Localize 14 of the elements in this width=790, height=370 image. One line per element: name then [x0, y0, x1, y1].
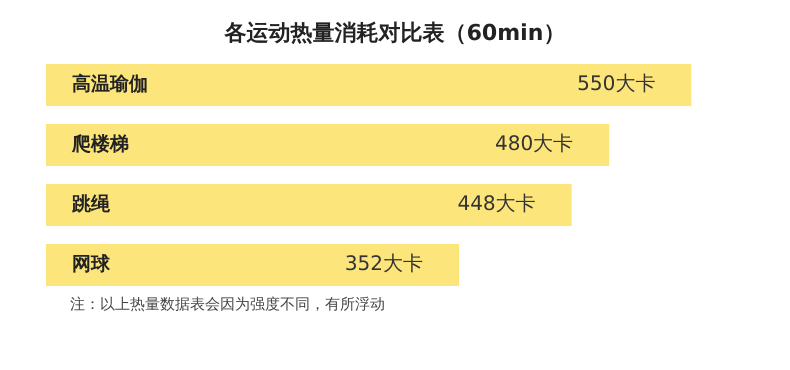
- data-label: 448大卡: [457, 191, 536, 216]
- bar: [46, 124, 610, 166]
- data-label: 480大卡: [495, 131, 574, 156]
- chart-title: 各运动热量消耗对比表（60min）: [223, 20, 566, 48]
- bar: [46, 244, 460, 286]
- data-label: 352大卡: [344, 251, 424, 276]
- y-tick-label: 网球: [72, 252, 111, 275]
- data-label: 550大卡: [577, 71, 656, 96]
- bar: [46, 64, 692, 106]
- y-tick-label: 跳绳: [71, 192, 111, 215]
- text: 注：以上热量数据表会因为强度不同，有所浮动: [70, 295, 385, 314]
- y-tick-label: 爬楼梯: [71, 132, 129, 155]
- y-tick-label: 高温瑜伽: [72, 72, 148, 95]
- bar: [46, 184, 572, 226]
